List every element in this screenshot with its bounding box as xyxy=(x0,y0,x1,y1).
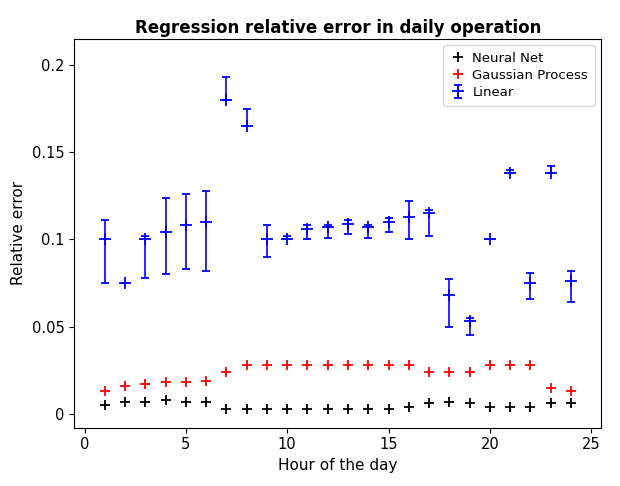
Neural Net xyxy=(202,399,210,404)
Neural Net xyxy=(507,404,514,410)
Neural Net xyxy=(446,399,453,404)
Gaussian Process xyxy=(243,362,250,368)
Gaussian Process xyxy=(101,388,108,394)
Gaussian Process xyxy=(162,380,169,385)
Neural Net xyxy=(304,406,311,412)
Gaussian Process xyxy=(527,362,534,368)
Gaussian Process xyxy=(202,378,210,383)
Gaussian Process xyxy=(365,362,372,368)
Neural Net xyxy=(425,400,433,406)
Y-axis label: Relative error: Relative error xyxy=(11,181,27,285)
Gaussian Process xyxy=(304,362,311,368)
Neural Net xyxy=(101,402,108,408)
Gaussian Process xyxy=(547,384,554,390)
Neural Net xyxy=(122,399,129,404)
Gaussian Process xyxy=(446,369,453,375)
Neural Net xyxy=(527,404,534,410)
Gaussian Process xyxy=(486,362,494,368)
Neural Net xyxy=(405,404,412,410)
Neural Net xyxy=(466,400,474,406)
Gaussian Process xyxy=(141,381,149,387)
Gaussian Process xyxy=(466,369,474,375)
Neural Net xyxy=(344,406,352,412)
Neural Net xyxy=(141,399,149,404)
Gaussian Process xyxy=(182,380,190,385)
Gaussian Process xyxy=(264,362,271,368)
Neural Net xyxy=(365,406,372,412)
Gaussian Process xyxy=(507,362,514,368)
Gaussian Process xyxy=(122,383,129,389)
Gaussian Process xyxy=(567,388,575,394)
Line: Neural Net: Neural Net xyxy=(100,395,576,414)
X-axis label: Hour of the day: Hour of the day xyxy=(278,458,397,473)
Neural Net xyxy=(223,406,230,412)
Gaussian Process xyxy=(324,362,332,368)
Neural Net xyxy=(264,406,271,412)
Neural Net xyxy=(243,406,250,412)
Neural Net xyxy=(162,397,169,403)
Neural Net xyxy=(385,406,392,412)
Gaussian Process xyxy=(405,362,412,368)
Neural Net xyxy=(324,406,332,412)
Gaussian Process xyxy=(223,369,230,375)
Neural Net xyxy=(283,406,291,412)
Neural Net xyxy=(486,404,494,410)
Gaussian Process xyxy=(385,362,392,368)
Line: Gaussian Process: Gaussian Process xyxy=(100,360,576,396)
Gaussian Process xyxy=(425,369,433,375)
Neural Net xyxy=(567,400,575,406)
Neural Net xyxy=(182,399,190,404)
Neural Net xyxy=(547,400,554,406)
Gaussian Process xyxy=(283,362,291,368)
Gaussian Process xyxy=(344,362,352,368)
Legend: Neural Net, Gaussian Process, Linear: Neural Net, Gaussian Process, Linear xyxy=(443,46,595,105)
Title: Regression relative error in daily operation: Regression relative error in daily opera… xyxy=(135,19,541,37)
